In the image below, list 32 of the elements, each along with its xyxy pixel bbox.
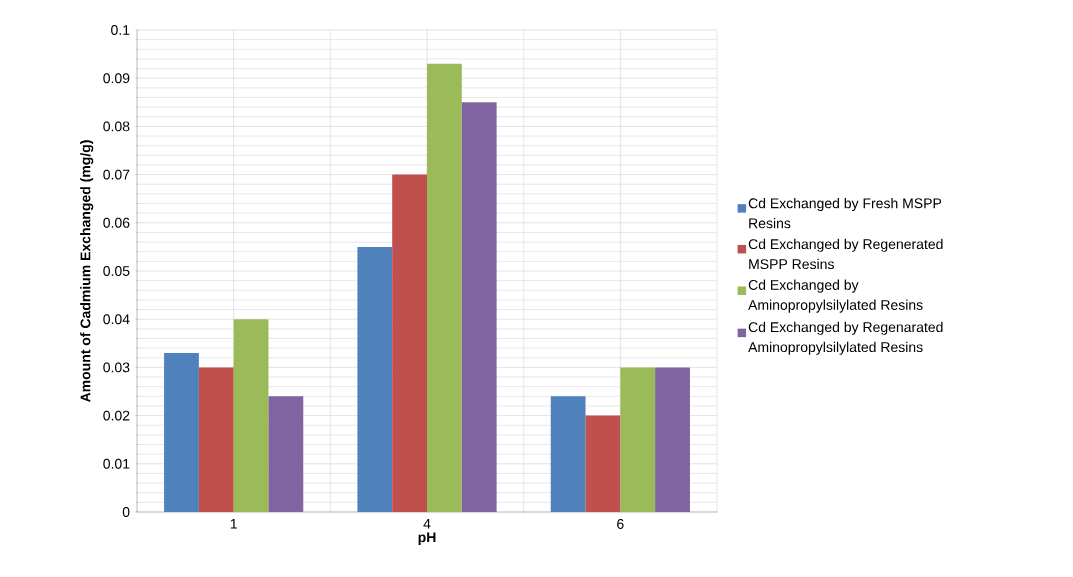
legend-label: Cd Exchanged by Regenerated MSPP Resins <box>748 238 943 270</box>
y-tick-label: 0.08 <box>103 121 130 132</box>
y-tick-label: 0.04 <box>103 314 130 325</box>
bar <box>461 102 497 512</box>
legend-label: Cd Exchanged by Regenarated Aminopropylsilylated Resins <box>748 321 943 355</box>
bar <box>550 396 586 512</box>
bar <box>585 415 621 512</box>
y-tick-label: 0.03 <box>103 362 130 373</box>
bar <box>233 319 269 512</box>
bar <box>164 352 199 512</box>
legend-label: Cd Exchanged by Aminopropylsilylated Resins <box>748 279 923 313</box>
y-tick-label: 0.02 <box>103 410 130 421</box>
bar <box>268 396 304 512</box>
x-tick-label: 6 <box>617 518 624 529</box>
y-tick-label: 0.07 <box>103 169 130 180</box>
y-tick-label: 0.06 <box>103 217 130 228</box>
bar <box>427 63 462 512</box>
bar <box>655 367 690 512</box>
bar <box>357 246 393 512</box>
x-tick-label: 4 <box>423 519 431 529</box>
x-tick-label: 1 <box>230 519 237 529</box>
bar <box>392 174 427 512</box>
y-tick-label: 0 <box>122 507 130 517</box>
y-tick-label: 0.01 <box>103 458 130 469</box>
bar <box>198 367 234 512</box>
bar <box>620 367 656 512</box>
y-tick-label: 0.1 <box>111 25 130 35</box>
y-tick-label: 0.09 <box>103 73 130 84</box>
y-axis-title: Amount of Cadmium Exchanged (mg/g) <box>80 140 94 403</box>
y-tick-label: 0.05 <box>103 266 130 276</box>
x-axis-title: pH <box>418 532 436 545</box>
legend-label: Cd Exchanged by Fresh MSPP Resins <box>748 197 942 229</box>
